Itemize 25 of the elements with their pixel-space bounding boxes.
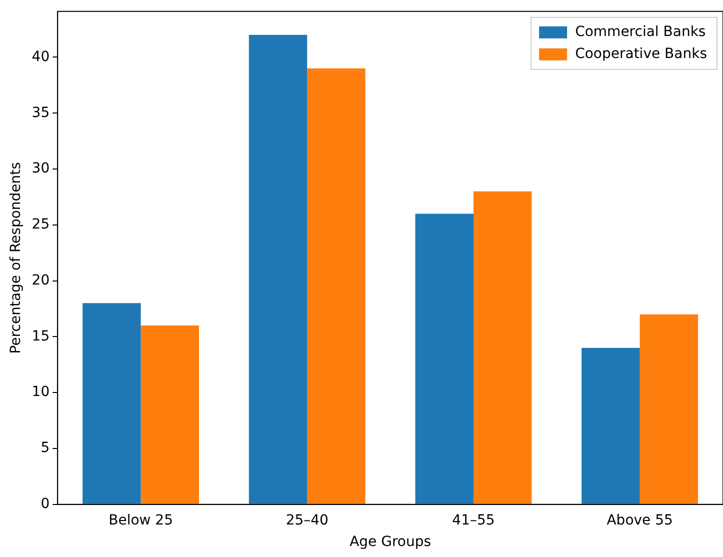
- y-tick-label: 0: [40, 496, 50, 512]
- bar: [82, 303, 141, 504]
- bar: [582, 348, 640, 504]
- x-tick-label: 41–55: [452, 512, 495, 528]
- legend-label: Cooperative Banks: [575, 46, 708, 62]
- y-axis-title: Percentage of Respondents: [8, 162, 24, 354]
- bar: [473, 191, 532, 504]
- bar: [248, 34, 308, 504]
- y-tick-label: 30: [32, 160, 50, 177]
- y-tick-label: 15: [32, 328, 50, 344]
- bar: [307, 68, 366, 504]
- x-tick-label: Above 55: [606, 512, 673, 528]
- bar: [640, 314, 698, 504]
- y-tick-label: 40: [32, 48, 50, 65]
- x-axis-title: Age Groups: [350, 534, 432, 550]
- y-tick-label: 5: [40, 440, 50, 456]
- x-tick-label: Below 25: [108, 512, 173, 528]
- bar: [140, 326, 200, 504]
- legend-label: Commercial Banks: [575, 24, 706, 40]
- y-tick-label: 20: [32, 272, 50, 288]
- y-tick-label: 35: [32, 104, 50, 121]
- y-tick-label: 10: [32, 384, 50, 400]
- bar: [415, 214, 474, 504]
- y-tick-label: 25: [32, 216, 50, 233]
- x-tick-label: 25–40: [286, 512, 328, 528]
